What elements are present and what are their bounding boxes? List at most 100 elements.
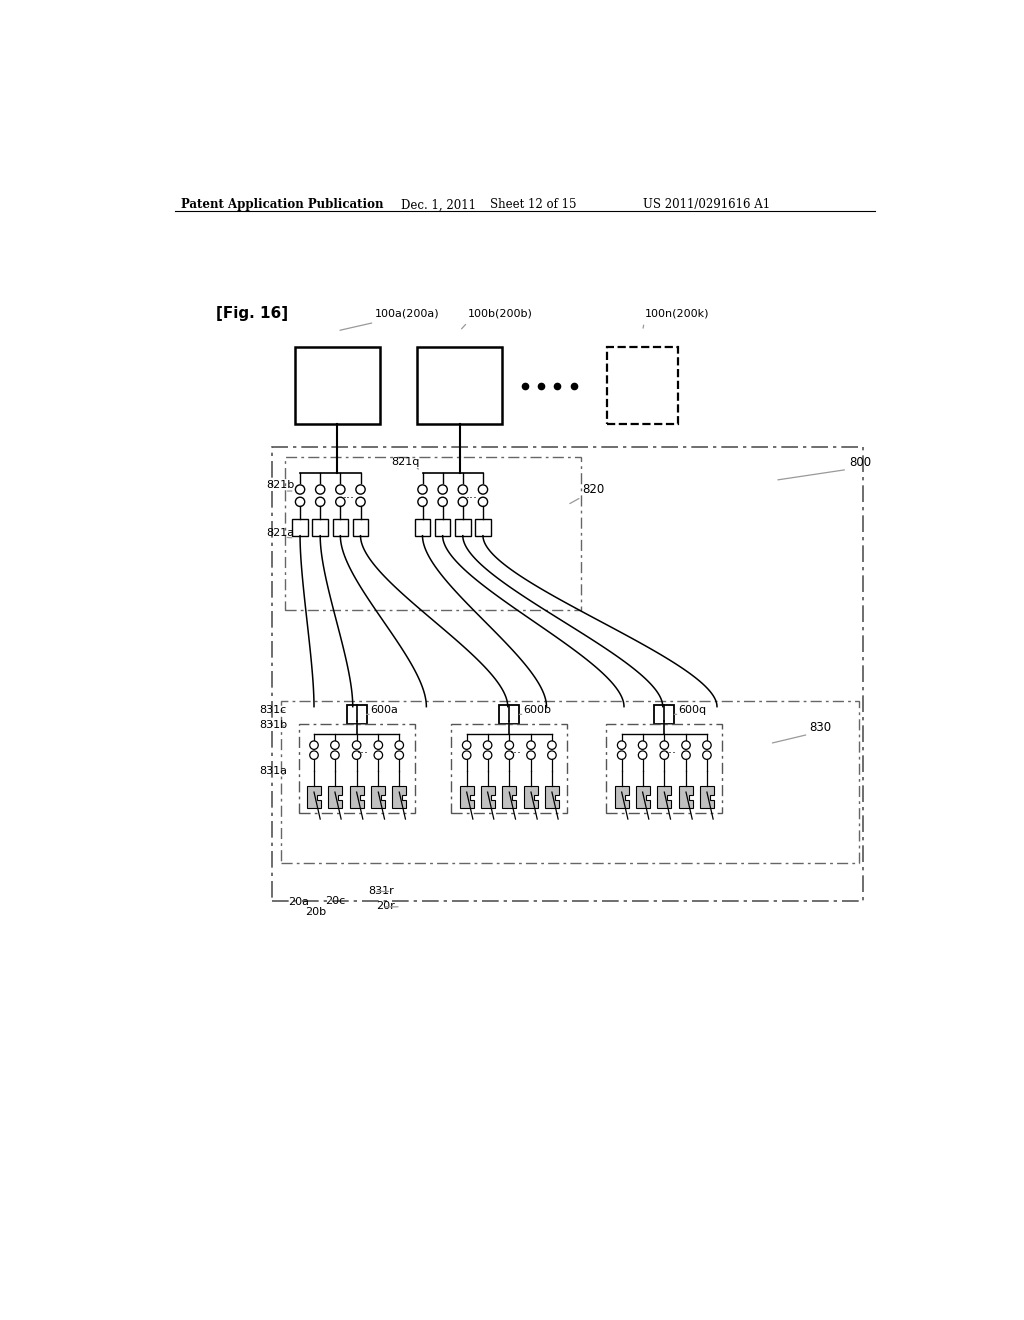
Text: 820: 820 [583, 483, 604, 496]
Circle shape [505, 751, 514, 759]
Bar [606, 725, 722, 813]
Polygon shape [392, 785, 407, 808]
Text: ...: ... [343, 487, 355, 500]
Text: 831c: 831c [260, 705, 287, 715]
Bar [352, 519, 369, 536]
Text: 831r: 831r [369, 886, 394, 896]
Circle shape [682, 741, 690, 750]
Bar [282, 701, 859, 863]
Text: 800: 800 [849, 455, 870, 469]
Polygon shape [700, 785, 714, 808]
Bar [286, 457, 582, 610]
Text: 100b(200b): 100b(200b) [468, 309, 534, 318]
Circle shape [336, 498, 345, 507]
Text: 821b: 821b [266, 480, 294, 490]
Circle shape [478, 498, 487, 507]
Circle shape [418, 484, 427, 494]
Circle shape [295, 498, 305, 507]
Bar [299, 725, 415, 813]
Circle shape [336, 484, 345, 494]
Circle shape [374, 741, 383, 750]
Polygon shape [545, 785, 559, 808]
Circle shape [505, 741, 514, 750]
Bar [415, 519, 430, 536]
Text: 20b: 20b [305, 907, 326, 917]
Circle shape [478, 484, 487, 494]
Circle shape [617, 751, 626, 759]
Circle shape [331, 741, 339, 750]
Circle shape [526, 741, 536, 750]
Bar [292, 519, 308, 536]
Bar [607, 347, 678, 424]
Circle shape [638, 741, 647, 750]
Polygon shape [679, 785, 693, 808]
Polygon shape [307, 785, 321, 808]
Text: 821q: 821q [391, 457, 420, 467]
Circle shape [483, 741, 492, 750]
Bar [654, 705, 675, 723]
Bar [312, 519, 328, 536]
Polygon shape [372, 785, 385, 808]
Circle shape [418, 498, 427, 507]
Polygon shape [657, 785, 672, 808]
Circle shape [617, 741, 626, 750]
Polygon shape [328, 785, 342, 808]
Circle shape [483, 751, 492, 759]
Circle shape [702, 741, 712, 750]
Circle shape [352, 751, 360, 759]
Text: 831b: 831b [260, 721, 288, 730]
Text: ...: ... [510, 743, 521, 756]
Circle shape [548, 741, 556, 750]
Bar [455, 519, 471, 536]
Text: 20r: 20r [376, 902, 394, 911]
Circle shape [463, 751, 471, 759]
Text: [Fig. 16]: [Fig. 16] [216, 306, 288, 321]
Circle shape [458, 484, 467, 494]
Polygon shape [614, 785, 629, 808]
Circle shape [295, 484, 305, 494]
Circle shape [660, 751, 669, 759]
Text: 20c: 20c [325, 896, 345, 906]
Text: 600b: 600b [523, 705, 551, 715]
Circle shape [315, 498, 325, 507]
Circle shape [458, 498, 467, 507]
Bar [435, 519, 451, 536]
Circle shape [660, 741, 669, 750]
Circle shape [438, 498, 447, 507]
Polygon shape [636, 785, 649, 808]
Circle shape [548, 751, 556, 759]
Text: ...: ... [356, 743, 369, 756]
Text: 20a: 20a [288, 898, 308, 907]
Text: 830: 830 [809, 721, 831, 734]
Text: Dec. 1, 2011: Dec. 1, 2011 [400, 198, 476, 211]
Text: 600q: 600q [678, 705, 707, 715]
Polygon shape [460, 785, 474, 808]
Bar [333, 519, 348, 536]
Text: 600a: 600a [371, 705, 398, 715]
Text: 821a: 821a [266, 528, 294, 537]
Polygon shape [503, 785, 516, 808]
Circle shape [374, 751, 383, 759]
Circle shape [309, 751, 318, 759]
Bar [346, 705, 367, 723]
Circle shape [526, 751, 536, 759]
Polygon shape [524, 785, 538, 808]
Text: ...: ... [665, 743, 677, 756]
Circle shape [395, 741, 403, 750]
Text: Sheet 12 of 15: Sheet 12 of 15 [489, 198, 577, 211]
Circle shape [352, 741, 360, 750]
Text: 100n(200k): 100n(200k) [645, 309, 710, 318]
Circle shape [438, 484, 447, 494]
Bar [295, 347, 380, 424]
Circle shape [356, 484, 366, 494]
Bar [272, 447, 862, 902]
Polygon shape [480, 785, 495, 808]
Circle shape [309, 741, 318, 750]
Bar [417, 347, 503, 424]
Text: US 2011/0291616 A1: US 2011/0291616 A1 [643, 198, 770, 211]
Circle shape [682, 751, 690, 759]
Circle shape [395, 751, 403, 759]
Bar [500, 705, 519, 723]
Circle shape [356, 498, 366, 507]
Circle shape [638, 751, 647, 759]
